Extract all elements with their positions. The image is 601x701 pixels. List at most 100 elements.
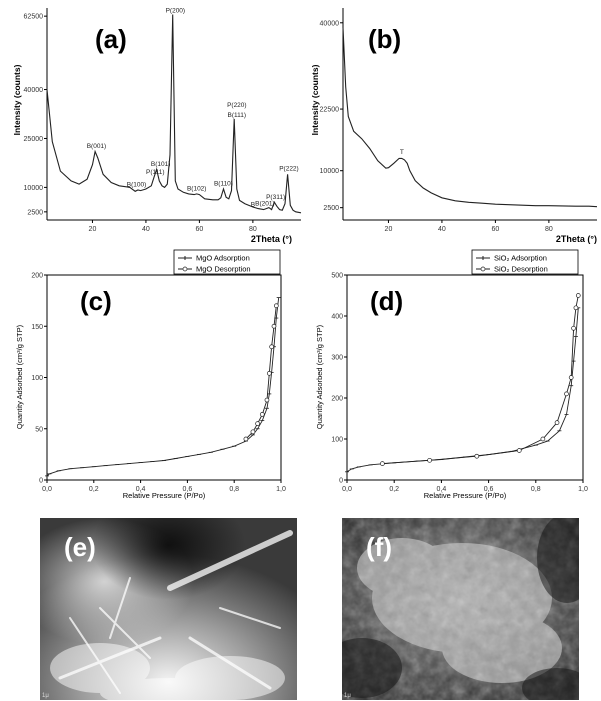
y-tick-label: 22500 [320, 107, 340, 114]
data-point [273, 303, 279, 309]
peak-label: P(220) [227, 102, 247, 109]
data-point [540, 436, 546, 442]
x-tick-label: 40 [142, 226, 150, 233]
legend-label: MgO Adsorption [196, 254, 250, 263]
series-line [346, 307, 579, 473]
peak-label: P(222) [279, 166, 299, 173]
x-tick-label: 1,0 [276, 486, 286, 493]
data-point [575, 293, 581, 298]
legend-label: SiO₂ Desorption [494, 265, 548, 274]
legend: SiO₂ Adsorption SiO₂ Desorption [471, 249, 579, 275]
data-point [516, 448, 522, 453]
data-point [266, 371, 272, 376]
panel-label-a: (a) [95, 24, 127, 54]
sem-scale-e: 1μ [42, 693, 49, 699]
chart-b: 20 40 60 80 2500 10000 22500 40000 2Theta (°) Int… [310, 8, 598, 244]
peak-label: B [251, 202, 255, 209]
data-point [474, 453, 480, 459]
y-tick-label: 300 [331, 355, 343, 362]
peak-label: B(102) [187, 185, 207, 192]
chart-a: 20 40 60 80 2500 10000 25000 40000 62500 2Theta (… [12, 8, 302, 244]
sem-image-e: (e) 1μ [40, 518, 297, 700]
data-point [573, 305, 579, 311]
y-tick-label: 0 [339, 478, 343, 485]
peak-label: B(100) [127, 182, 147, 189]
y-tick-label: 40000 [320, 20, 340, 27]
chart-d: 0,0 0,2 0,4 0,6 0,8 1,0 0 100 200 300 400 500 Relati… [315, 249, 588, 500]
data-point [269, 344, 274, 350]
y-tick-label: 100 [331, 437, 343, 444]
y-axis-label: Intensity (counts) [12, 64, 22, 135]
series-line [342, 27, 598, 208]
x-axis-label: 2Theta (°) [251, 234, 292, 244]
y-tick-label: 10000 [24, 185, 44, 192]
peak-label: B(101) [151, 161, 171, 168]
legend-label: SiO₂ Adsorption [494, 254, 547, 263]
panel-label-e: (e) [64, 532, 96, 562]
peak-label: P(311) [266, 194, 285, 201]
x-tick-label: 80 [249, 226, 257, 233]
series-line [245, 305, 277, 440]
y-axis-label: Quantity Adsorbed (cm³/g STP) [15, 324, 24, 429]
peak-label: T [400, 149, 404, 156]
data-point [564, 391, 569, 397]
y-tick-label: 400 [331, 314, 343, 321]
sem-scale-f: 1μ [344, 693, 351, 699]
y-tick-label: 2500 [27, 209, 43, 216]
series-line [46, 14, 302, 214]
legend-marker [182, 266, 188, 272]
panel-label-b: (b) [368, 24, 401, 54]
y-tick-label: 200 [31, 273, 43, 280]
x-tick-label: 80 [545, 226, 553, 233]
legend-box [173, 249, 281, 275]
data-point [427, 457, 432, 463]
legend-label: MgO Desorption [196, 265, 251, 274]
series-line [46, 297, 280, 477]
x-tick-label: 60 [196, 226, 204, 233]
y-tick-label: 200 [331, 396, 343, 403]
y-axis-label: Quantity Adsorbed (cm³/g STP) [315, 324, 324, 429]
sem-image-f-texture [342, 518, 579, 700]
y-tick-label: 500 [331, 273, 343, 280]
panel-label-d: (d) [370, 286, 403, 316]
data-point [250, 429, 256, 435]
data-point [259, 412, 265, 417]
legend-box [471, 249, 579, 275]
chart-c: 0,0 0,2 0,4 0,6 0,8 1,0 0 50 100 150 200 Relative P… [15, 249, 286, 500]
x-tick-label: 0,8 [229, 486, 239, 493]
y-tick-label: 0 [39, 478, 43, 485]
x-tick-label: 0,2 [89, 486, 99, 493]
panel-label-f: (f) [366, 532, 392, 562]
data-point [380, 461, 385, 466]
x-tick-label: 0,6 [484, 486, 494, 493]
data-point [264, 397, 270, 403]
legend: MgO Adsorption MgO Desorption [173, 249, 281, 275]
peak-label: B(001) [87, 143, 107, 150]
y-tick-label: 62500 [24, 14, 44, 21]
y-tick-label: 150 [31, 324, 43, 331]
legend-marker [480, 266, 486, 272]
y-tick-label: 2500 [323, 205, 339, 212]
x-tick-label: 0,4 [136, 486, 146, 493]
y-tick-label: 50 [35, 426, 43, 433]
y-tick-label: 10000 [320, 168, 340, 175]
data-point [243, 436, 249, 442]
plot-frame [46, 274, 282, 481]
x-tick-label: 40 [438, 226, 446, 233]
x-tick-label: 1,0 [578, 486, 588, 493]
x-tick-label: 0,4 [437, 486, 447, 493]
data-point [571, 325, 576, 331]
plot-frame [346, 274, 584, 481]
x-tick-label: 20 [385, 226, 393, 233]
y-tick-label: 25000 [24, 136, 44, 143]
data-point [255, 421, 260, 426]
x-tick-label: 0,8 [531, 486, 541, 493]
y-axis-label: Intensity (counts) [310, 64, 320, 135]
x-tick-label: 0,2 [389, 486, 399, 493]
x-tick-label: 0,0 [342, 486, 352, 493]
x-axis-label: 2Theta (°) [556, 234, 597, 244]
data-point [554, 420, 560, 425]
peak-label: B(111) [228, 112, 247, 119]
sem-image-f: (f) 1μ [342, 518, 579, 700]
series-line [382, 295, 579, 465]
